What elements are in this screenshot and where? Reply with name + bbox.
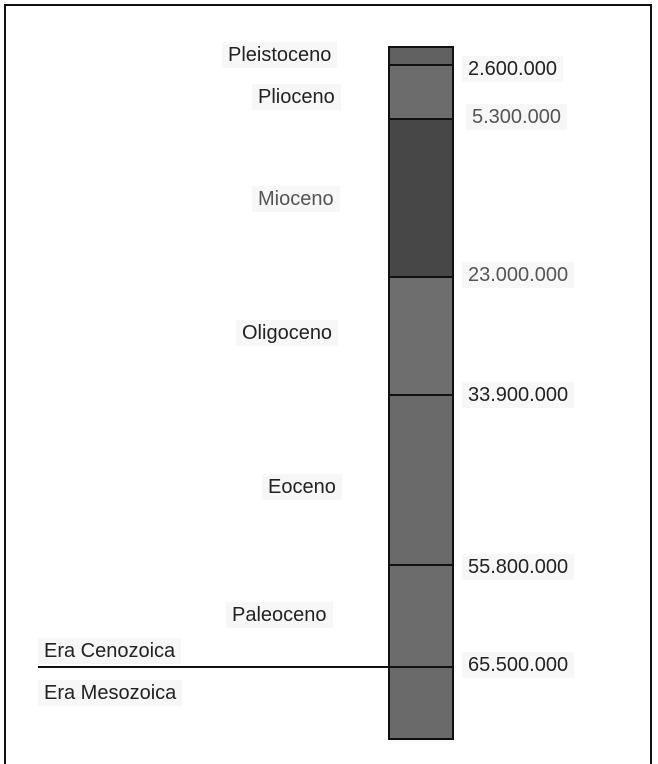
segment-eoceno <box>390 394 452 566</box>
era-label-cenozoica: Era Cenozoica <box>38 638 182 664</box>
boundary-age-23000000: 23.000.000 <box>462 262 575 288</box>
epoch-label-pleistoceno: Pleistoceno <box>222 42 338 68</box>
segment-plioceno <box>390 64 452 118</box>
boundary-age-2600000: 2.600.000 <box>462 56 563 82</box>
boundary-age-65500000: 65.500.000 <box>462 652 575 678</box>
segment-oligoceno <box>390 276 452 396</box>
epoch-label-mioceno: Mioceno <box>252 186 340 212</box>
epoch-label-paleoceno: Paleoceno <box>226 602 333 628</box>
segment-paleoceno <box>390 564 452 668</box>
boundary-age-55800000: 55.800.000 <box>462 554 575 580</box>
segment-pleistoceno <box>390 48 452 66</box>
era-boundary-line <box>38 666 454 668</box>
boundary-age-5300000: 5.300.000 <box>466 104 567 130</box>
epoch-label-eoceno: Eoceno <box>262 474 342 500</box>
epoch-label-oligoceno: Oligoceno <box>236 320 339 346</box>
segment-mesozoic <box>390 666 452 738</box>
geologic-column <box>388 46 454 740</box>
era-label-mesozoica: Era Mesozoica <box>38 680 183 706</box>
segment-mioceno <box>390 118 452 278</box>
epoch-label-plioceno: Plioceno <box>252 84 341 110</box>
boundary-age-33900000: 33.900.000 <box>462 382 575 408</box>
